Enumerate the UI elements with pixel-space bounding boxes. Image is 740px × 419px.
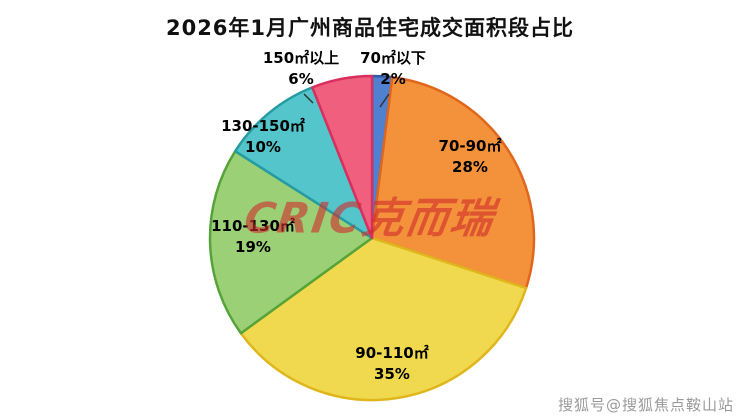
label-70-90-pct: 28%: [452, 158, 488, 176]
pie-slice-90-110: [239, 236, 528, 402]
souhu-watermark: 搜狐号@搜狐焦点鞍山站: [557, 396, 734, 414]
label-130-150-name: 130-150㎡: [221, 117, 305, 135]
label-90-110-name: 90-110㎡: [355, 344, 429, 362]
label-over-150-name: 150㎡以上: [262, 49, 340, 67]
label-70-90: 70-90㎡ 28%: [439, 136, 502, 178]
label-110-130-name: 110-130㎡: [211, 217, 295, 235]
label-over-150: 150㎡以上 6%: [263, 48, 339, 90]
label-over-150-pct: 6%: [288, 70, 314, 88]
label-130-150-pct: 10%: [245, 138, 281, 156]
pie-slice-110-130: [208, 149, 374, 335]
label-90-110-pct: 35%: [374, 365, 410, 383]
label-110-130-pct: 19%: [235, 238, 271, 256]
label-110-130: 110-130㎡ 19%: [211, 216, 295, 258]
pie-slice-70-90: [370, 76, 536, 290]
cric-watermark: CRIC克而瑞: [241, 193, 498, 243]
label-130-150: 130-150㎡ 10%: [221, 116, 305, 158]
label-under-70: 70㎡以下 2%: [360, 48, 426, 90]
label-90-110: 90-110㎡ 35%: [355, 343, 428, 385]
pie-slice-130-150: [233, 86, 374, 240]
label-under-70-pct: 2%: [380, 70, 406, 88]
label-under-70-name: 70㎡以下: [360, 49, 426, 67]
pie-slice-over-150: [311, 74, 374, 240]
chart-title: 2026年1月广州商品住宅成交面积段占比: [165, 16, 575, 40]
label-70-90-name: 70-90㎡: [438, 137, 502, 155]
